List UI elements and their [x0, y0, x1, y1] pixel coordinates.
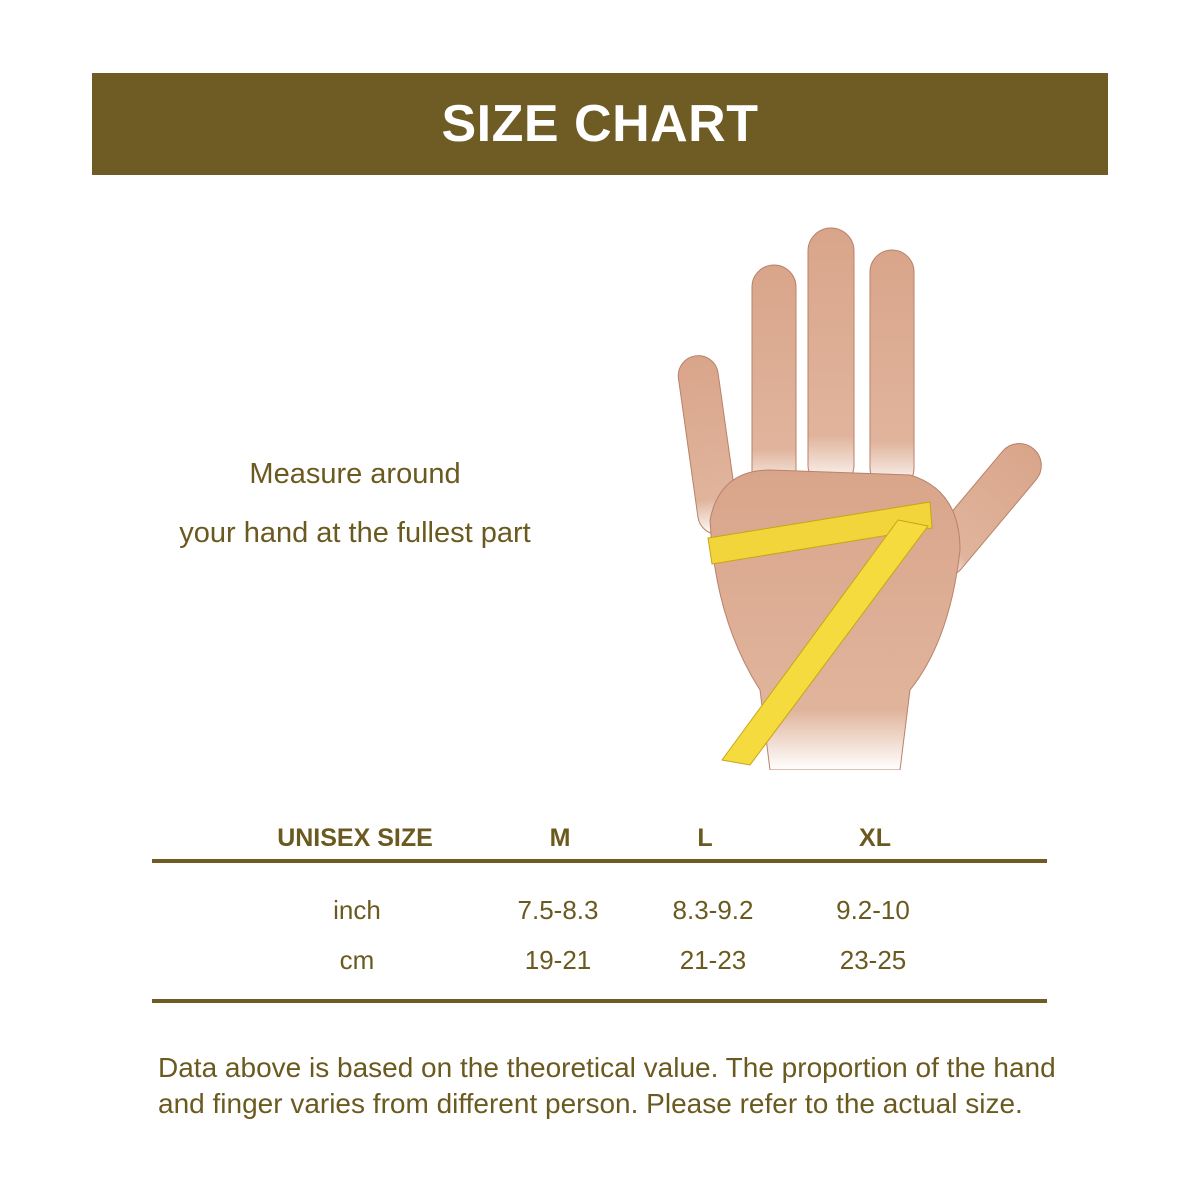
- table-bottom-divider: [152, 999, 1047, 1003]
- column-header-unisex-size: UNISEX SIZE: [277, 824, 433, 852]
- header-divider: [152, 859, 1047, 863]
- cell-cm-m: 19-21: [524, 945, 592, 975]
- cell-inch-l: 8.3-9.2: [672, 895, 754, 925]
- title-banner: SIZE CHART: [92, 73, 1108, 175]
- instruction-line-2: your hand at the fullest part: [179, 517, 531, 549]
- hand-measuring-tape-icon: [677, 227, 1042, 770]
- column-header-m: M: [549, 824, 571, 852]
- disclaimer-note: Data above is based on the theoretical v…: [158, 1052, 1056, 1119]
- row-unit-cm: cm: [339, 945, 375, 975]
- column-header-l: L: [697, 824, 713, 852]
- cell-inch-xl: 9.2-10: [836, 895, 910, 925]
- measuring-tape: [707, 501, 933, 766]
- cell-cm-xl: 23-25: [839, 945, 907, 975]
- row-unit-inch: inch: [333, 895, 381, 925]
- cell-inch-m: 7.5-8.3: [517, 895, 599, 925]
- measure-instruction: Measure around your hand at the fullest …: [120, 445, 590, 563]
- column-header-xl: XL: [859, 824, 891, 852]
- page-title: SIZE CHART: [441, 95, 759, 153]
- instruction-line-1: Measure around: [249, 458, 461, 490]
- cell-cm-l: 21-23: [679, 945, 747, 975]
